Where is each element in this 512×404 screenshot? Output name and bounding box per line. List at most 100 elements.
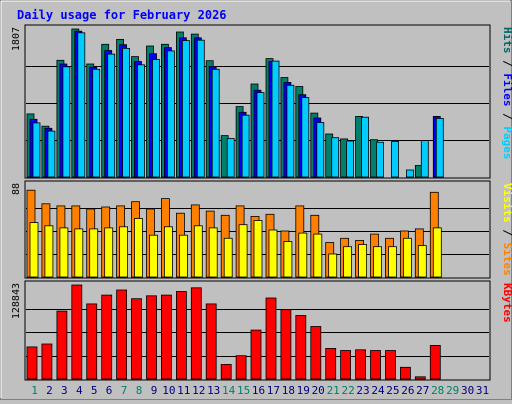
bar-sites-day-5 xyxy=(89,228,99,278)
bar-kbytes-day-25 xyxy=(385,350,396,380)
bar-sites-day-14 xyxy=(223,237,233,278)
panel-bottom-legend-part: KBytes xyxy=(501,283,512,323)
bar-sites-day-19 xyxy=(298,232,308,278)
panels-group: 1807 Hits / Files / Pages 88 Visits / Sites… xyxy=(11,24,512,381)
bar-kbytes-day-8 xyxy=(131,298,142,380)
x-tick-label: 14 xyxy=(222,384,236,397)
bar-pages-day-5 xyxy=(92,68,101,178)
bar-kbytes-day-22 xyxy=(340,350,352,380)
bar-pages-day-22 xyxy=(346,140,355,178)
x-tick-label: 18 xyxy=(282,384,295,397)
bar-sites-day-4 xyxy=(74,228,84,278)
panel-bottom-legend: KBytes xyxy=(501,283,512,323)
bar-sites-day-1 xyxy=(29,222,39,278)
bar-sites-day-22 xyxy=(343,246,353,278)
x-tick-label: 5 xyxy=(91,384,98,397)
bar-pages-day-14 xyxy=(226,138,235,178)
x-tick-label: 25 xyxy=(386,384,399,397)
bar-kbytes-day-18 xyxy=(280,309,292,380)
x-tick-label: 22 xyxy=(341,384,354,397)
panel-bottom-max-label: 128843 xyxy=(11,283,22,319)
bar-pages-day-2 xyxy=(47,130,56,178)
x-tick-label: 26 xyxy=(401,384,414,397)
bar-sites-day-7 xyxy=(119,226,128,278)
x-tick-label: 23 xyxy=(356,384,369,397)
bar-kbytes-day-10 xyxy=(160,294,172,380)
x-tick-label: 12 xyxy=(192,384,205,397)
bar-pages-day-4 xyxy=(77,32,86,178)
bar-sites-day-3 xyxy=(59,227,69,278)
bar-kbytes-day-14 xyxy=(220,363,232,380)
bar-sites-day-20 xyxy=(313,233,323,278)
bar-sites-day-26 xyxy=(402,237,412,278)
bar-kbytes-day-26 xyxy=(399,366,411,380)
x-tick-label: 29 xyxy=(446,384,459,397)
x-tick-label: 11 xyxy=(177,384,190,397)
bar-kbytes-day-13 xyxy=(205,303,217,380)
x-tick-label: 13 xyxy=(207,384,220,397)
panel-middle-legend-part: Sites xyxy=(501,243,512,276)
bar-pages-day-8 xyxy=(137,64,145,178)
bar-kbytes-day-3 xyxy=(56,310,68,380)
bar-kbytes-day-4 xyxy=(71,284,83,380)
panel-middle-legend: Visits / Sites xyxy=(501,183,512,276)
bar-kbytes-day-2 xyxy=(41,343,53,380)
bar-pages-day-25 xyxy=(391,140,399,178)
x-tick-label: 4 xyxy=(76,384,83,397)
bar-pages-day-21 xyxy=(331,137,340,178)
panel-top-max-label: 1807 xyxy=(11,27,22,51)
x-axis-labels: 1 2 3 4 5 6 7 8 9 10 11 12 13 14 15 16 17 18 19 20 21 22 23 24 2… xyxy=(31,384,489,397)
bar-pages-day-23 xyxy=(361,116,370,178)
bar-sites-day-11 xyxy=(178,234,188,278)
x-tick-label: 21 xyxy=(327,384,340,397)
x-tick-label: 6 xyxy=(106,384,113,397)
x-tick-label: 8 xyxy=(136,384,143,397)
bar-sites-day-9 xyxy=(149,234,158,278)
bar-pages-day-26 xyxy=(405,169,414,178)
x-tick-label: 7 xyxy=(121,384,128,397)
x-tick-label: 3 xyxy=(61,384,68,397)
bar-pages-day-16 xyxy=(256,92,265,178)
x-tick-label: 30 xyxy=(461,384,474,397)
bar-kbytes-day-16 xyxy=(250,329,262,380)
x-tick-label: 1 xyxy=(31,384,38,397)
x-tick-label: 27 xyxy=(416,384,429,397)
panel-top-legend-part: Pages xyxy=(501,126,512,159)
bar-sites-day-18 xyxy=(283,241,293,278)
bar-sites-day-23 xyxy=(358,244,368,278)
bar-kbytes-day-11 xyxy=(175,291,187,380)
x-tick-label: 15 xyxy=(237,384,250,397)
bar-sites-day-21 xyxy=(328,253,338,278)
bar-sites-day-12 xyxy=(193,225,203,278)
bar-pages-day-13 xyxy=(211,68,220,178)
bar-pages-day-18 xyxy=(286,84,295,178)
bar-kbytes-day-1 xyxy=(26,346,38,380)
x-tick-label: 28 xyxy=(431,384,444,397)
bar-pages-day-11 xyxy=(181,40,190,178)
bar-kbytes-day-24 xyxy=(370,350,381,380)
bar-sites-day-24 xyxy=(373,246,382,278)
bar-pages-day-24 xyxy=(376,141,384,178)
bar-kbytes-day-6 xyxy=(101,294,113,380)
bar-sites-day-15 xyxy=(238,224,248,278)
bar-pages-day-15 xyxy=(241,114,250,178)
x-tick-label: 17 xyxy=(267,384,280,397)
bar-sites-day-2 xyxy=(44,225,54,278)
bar-kbytes-day-19 xyxy=(295,315,307,380)
bar-pages-day-6 xyxy=(107,53,116,178)
bar-pages-day-17 xyxy=(271,60,280,178)
x-tick-label: 16 xyxy=(252,384,265,397)
bar-pages-day-7 xyxy=(122,48,130,178)
bar-kbytes-day-5 xyxy=(86,303,98,380)
bar-sites-day-28 xyxy=(432,227,442,278)
bar-pages-day-9 xyxy=(152,59,160,178)
chart-title: Daily usage for February 2026 xyxy=(17,8,227,22)
x-tick-label: 19 xyxy=(297,384,310,397)
panel-middle: 88 Visits / Sites xyxy=(11,180,512,279)
bar-sites-day-27 xyxy=(417,245,427,278)
x-tick-label: 24 xyxy=(371,384,385,397)
x-tick-label: 10 xyxy=(162,384,175,397)
bar-pages-day-3 xyxy=(62,66,71,178)
